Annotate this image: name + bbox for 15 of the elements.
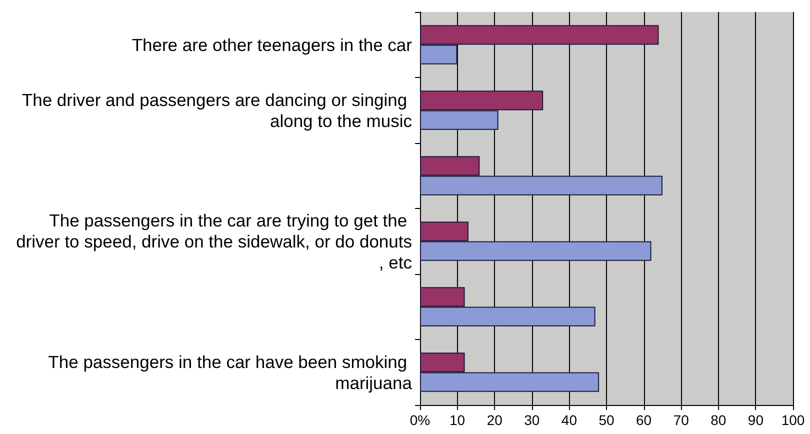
x-tick-label: 100 [781, 412, 805, 428]
y-tick-label: There are other teenagers in the car [132, 34, 412, 55]
x-tick-label: 50 [598, 412, 614, 428]
y-tick-label: The passengers in the car are trying to get the driver to speed, drive on the sidewalk, or do donuts, etc [16, 210, 412, 272]
x-tick-label: 80 [710, 412, 726, 428]
y-tick-label: The driver and passengers are dancing or singing along to the music [22, 90, 412, 131]
x-tick-label: 20 [486, 412, 503, 428]
y-tick-label: The passengers in the car have been smoking marijuana [48, 352, 412, 393]
x-tick-label: 0% [410, 412, 430, 428]
x-tick-label: 30 [524, 412, 540, 428]
x-tick-label: 10 [450, 412, 466, 428]
x-tick-label: 40 [561, 412, 578, 428]
x-tick-label: 90 [748, 412, 764, 428]
x-tick-label: 70 [673, 412, 690, 428]
x-tick-label: 60 [636, 412, 652, 428]
